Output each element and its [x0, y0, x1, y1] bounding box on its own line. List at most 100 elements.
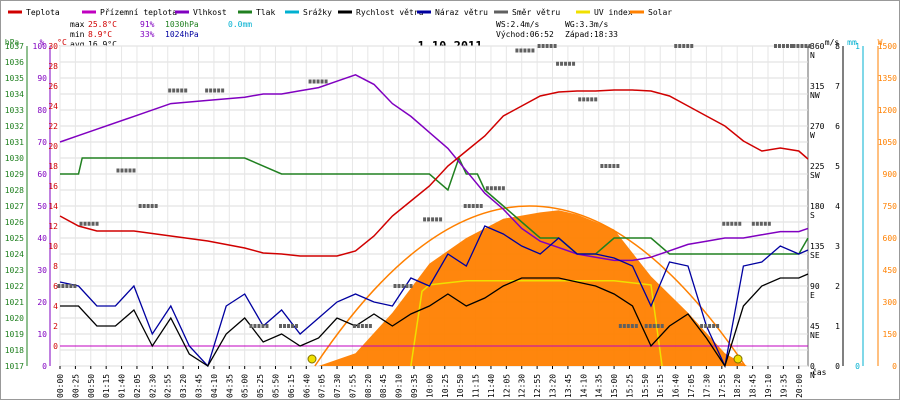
x-tick-label: 02:30: [148, 374, 157, 398]
stat-max-label: max: [70, 20, 85, 29]
ms-tick: 8: [835, 42, 840, 51]
degc-tick: 20: [48, 142, 58, 151]
x-tick-label: 14:10: [579, 374, 588, 398]
x-tick-label: 05:00: [241, 374, 250, 398]
sunset-time: Západ:18:33: [565, 30, 618, 39]
degc-tick: 18: [48, 162, 58, 171]
uv-line: [410, 279, 663, 367]
degc-tick: 4: [53, 302, 58, 311]
mm-tick: 1: [855, 42, 860, 51]
hpa-tick: 1023: [5, 266, 24, 275]
hpa-tick: 1022: [5, 282, 24, 291]
x-tick-label: 06:40: [302, 374, 311, 398]
hpa-tick: 1021: [5, 298, 24, 307]
compass-tick: NE: [810, 331, 820, 340]
x-tick-label: 11:40: [487, 374, 496, 398]
ms-tick: 4: [835, 202, 840, 211]
dir-tick: 90: [810, 282, 820, 291]
legend-label: Solar: [648, 8, 672, 17]
w-tick: 600: [883, 234, 898, 243]
ms-tick: 6: [835, 122, 840, 131]
degc-tick: 10: [48, 242, 58, 251]
compass-tick: NW: [810, 91, 820, 100]
dir-tick: 45: [810, 322, 820, 331]
legend-label: Teplota: [26, 8, 60, 17]
degc-tick: 30: [48, 42, 58, 51]
axes-layer: hPa% °C1017101810191020102110221023102410…: [5, 38, 897, 380]
degc-tick: 16: [48, 182, 58, 191]
hpa-tick: 1024: [5, 250, 24, 259]
wind-speed-line: [60, 273, 809, 368]
ms-tick: 5: [835, 162, 840, 171]
x-tick-label: 01:40: [118, 374, 127, 398]
pct-tick: 0: [42, 362, 47, 371]
axis-title: mm: [847, 38, 857, 47]
dir-tick: 0: [810, 362, 815, 371]
degc-tick: 8: [53, 262, 58, 271]
axis-title: hPa: [5, 38, 20, 47]
hpa-tick: 1033: [5, 106, 24, 115]
x-axis: 00:00 00:25 00:50 01:15 01:40 02:05 02:30 02:55…: [56, 366, 804, 398]
sunrise-marker: [307, 354, 317, 364]
x-tick-label: 08:45: [379, 374, 388, 398]
compass-tick: SE: [810, 251, 820, 260]
x-tick-label: 10:25: [441, 374, 450, 398]
ms-tick: 1: [835, 322, 840, 331]
solar-theoretical-line: [314, 205, 746, 367]
legend-label: Směr větru: [512, 8, 560, 17]
ms-tick: 0: [835, 362, 840, 371]
pressure-line: [60, 155, 809, 255]
x-tick-label: 08:20: [364, 374, 373, 398]
ms-tick: 2: [835, 282, 840, 291]
hpa-tick: 1030: [5, 154, 24, 163]
x-tick-label: 14:35: [595, 374, 604, 398]
wind-ws: WS:2.4m/s: [496, 20, 540, 29]
dir-tick: 180: [810, 202, 825, 211]
w-tick: 300: [883, 298, 898, 307]
degc-tick: 28: [48, 62, 58, 71]
x-tick-label: 00:25: [71, 374, 80, 398]
dir-tick: 360: [810, 42, 825, 51]
hpa-tick: 1032: [5, 122, 24, 131]
x-tick-label: 16:15: [656, 374, 665, 398]
pct-tick: 60: [37, 170, 47, 179]
x-tick-label: 18:45: [749, 374, 758, 398]
stat-min-temp: 8.9°C: [88, 30, 112, 39]
w-tick: 1350: [878, 74, 897, 83]
x-axis-label: čas: [812, 367, 827, 377]
axis-title: %: [40, 38, 45, 47]
pct-tick: 20: [37, 298, 47, 307]
axis-title: °C: [57, 38, 67, 47]
x-tick-label: 19:35: [779, 374, 788, 398]
compass-tick: N: [810, 51, 815, 60]
wind-gust-line: [59, 225, 809, 369]
degc-tick: 24: [48, 102, 58, 111]
hpa-tick: 1036: [5, 58, 24, 67]
pct-tick: 80: [37, 106, 47, 115]
stat-min-press: 1024hPa: [165, 30, 199, 39]
pct-tick: 100: [33, 42, 48, 51]
x-tick-label: 04:10: [210, 374, 219, 398]
ms-tick: 7: [835, 82, 840, 91]
hpa-tick: 1029: [5, 170, 24, 179]
x-tick-label: 04:35: [225, 374, 234, 398]
x-tick-label: 05:50: [271, 374, 280, 398]
x-tick-label: 15:50: [641, 374, 650, 398]
hpa-tick: 1031: [5, 138, 24, 147]
compass-tick: W: [810, 131, 815, 140]
x-tick-label: 02:55: [164, 374, 173, 398]
legend-label: Rychlost větru: [356, 8, 424, 17]
hpa-tick: 1025: [5, 234, 24, 243]
stat-avg-temp: 16.9°C: [88, 40, 117, 49]
pct-tick: 30: [37, 266, 47, 275]
w-tick: 0: [892, 362, 897, 371]
x-tick-label: 19:10: [764, 374, 773, 398]
compass-tick: N: [810, 371, 815, 380]
w-tick: 450: [883, 266, 898, 275]
series-layer: [57, 44, 813, 369]
stat-min-label: min: [70, 30, 85, 39]
hpa-tick: 1026: [5, 218, 24, 227]
degc-tick: 14: [48, 202, 58, 211]
x-tick-label: 06:15: [287, 374, 296, 398]
x-tick-label: 07:30: [333, 374, 342, 398]
